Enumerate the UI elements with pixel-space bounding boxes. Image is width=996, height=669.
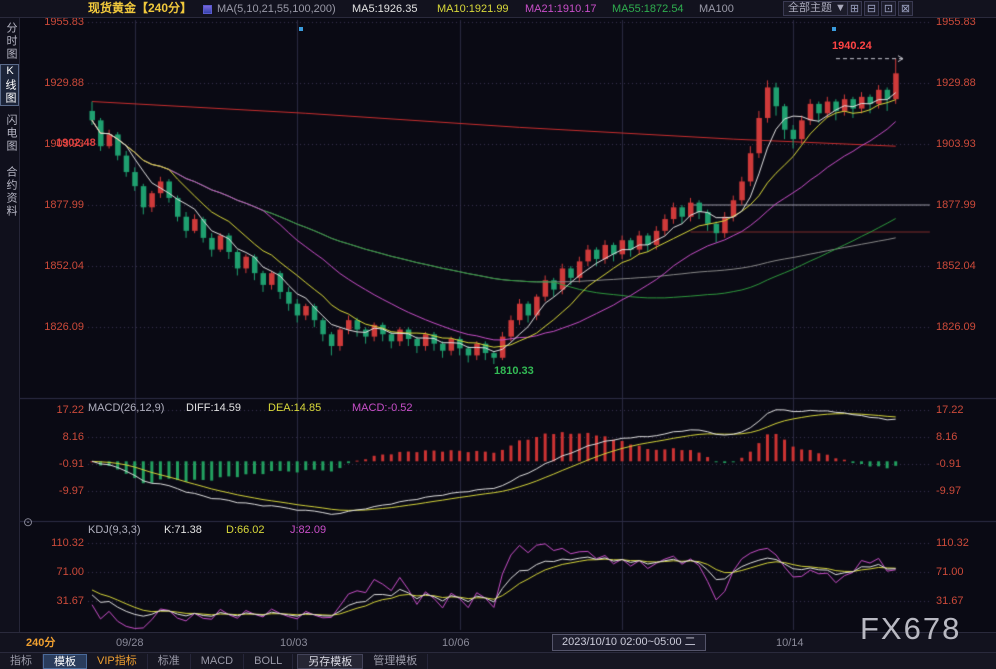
watermark: FX678	[860, 611, 962, 646]
indicator-flag-icon	[203, 5, 212, 14]
tab-manage-template[interactable]: 管理模板	[363, 653, 429, 669]
top-toolbar: 现货黄金【240分】 MA(5,10,21,55,100,200) MA5:19…	[0, 0, 996, 18]
tab-save-template[interactable]: 另存模板	[297, 653, 364, 669]
date-tick: 10/03	[280, 637, 308, 649]
ma10-value: MA10:1921.99	[437, 3, 509, 15]
time-axis-bar: 240分 09/28 10/03 10/06 10/14 2023/10/10 …	[0, 632, 996, 652]
tab-standard[interactable]: 标准	[148, 653, 191, 669]
tab-indicators[interactable]: 指标	[0, 653, 43, 669]
tab-macd[interactable]: MACD	[191, 653, 245, 669]
sidebar-item-kline-chart[interactable]: K线图	[0, 64, 19, 106]
ma100-value: MA100	[699, 3, 734, 15]
tab-vip-indicators[interactable]: VIP指标	[87, 653, 148, 669]
layout-quad-icon[interactable]: ⊠	[898, 1, 913, 16]
symbol-title: 现货黄金【240分】	[88, 1, 193, 15]
ma21-value: MA21:1910.17	[525, 3, 597, 15]
interval-label[interactable]: 240分	[26, 637, 56, 649]
date-tick: 10/06	[442, 637, 470, 649]
theme-dropdown[interactable]: 全部主题 ▼	[783, 1, 851, 16]
chart-type-sidebar: 分时图 K线图 闪电图 合约资料	[0, 18, 20, 632]
ma-formula-label: MA(5,10,21,55,100,200)	[217, 3, 336, 15]
collapse-panel-icon[interactable]: ⊙	[23, 515, 34, 529]
layout-single-icon[interactable]: ⊞	[847, 1, 862, 16]
ma55-value: MA55:1872.54	[612, 3, 684, 15]
bottom-tab-bar: 指标 模板 VIP指标 标准 MACD BOLL 另存模板 管理模板	[0, 652, 996, 669]
sidebar-item-flash-chart[interactable]: 闪电图	[5, 114, 17, 153]
sidebar-item-time-chart[interactable]: 分时图	[5, 22, 17, 61]
tab-boll[interactable]: BOLL	[244, 653, 294, 669]
sidebar-item-contract-info[interactable]: 合约资料	[5, 166, 17, 218]
date-tick: 09/28	[116, 637, 144, 649]
selected-bar-datetime: 2023/10/10 02:00~05:00 二	[552, 634, 706, 651]
ma5-value: MA5:1926.35	[352, 3, 418, 15]
date-tick: 10/14	[776, 637, 804, 649]
layout-split-icon[interactable]: ⊟	[864, 1, 879, 16]
tab-template[interactable]: 模板	[43, 653, 87, 669]
layout-grid-icon[interactable]: ⊡	[881, 1, 896, 16]
